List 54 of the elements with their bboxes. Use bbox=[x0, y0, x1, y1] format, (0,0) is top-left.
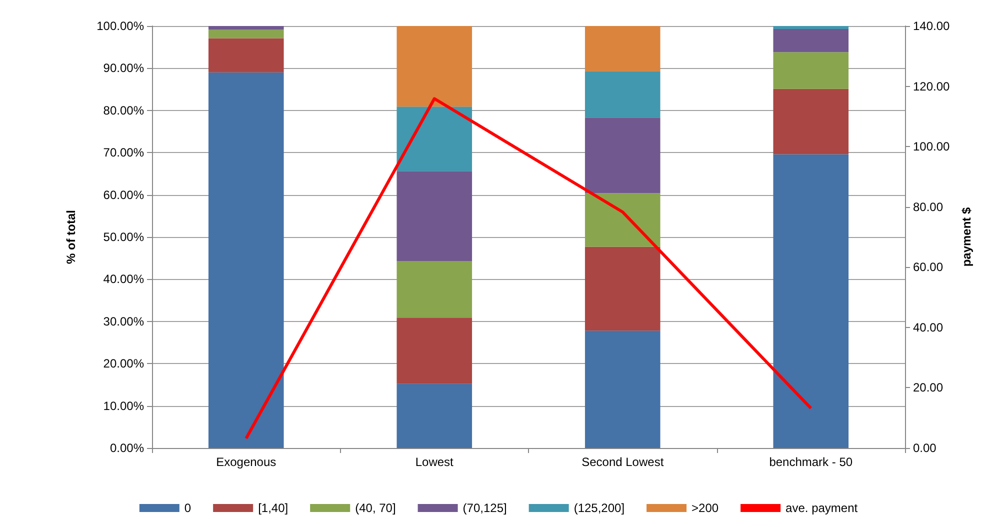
y-tick-label: 100.00% bbox=[96, 19, 144, 33]
y2-tick-label: 40.00 bbox=[913, 320, 944, 334]
bar bbox=[773, 52, 849, 89]
y-tick-label: 30.00% bbox=[103, 314, 144, 328]
bar bbox=[584, 330, 660, 448]
y2-tick-label: 60.00 bbox=[913, 260, 944, 274]
bar bbox=[584, 71, 660, 118]
y2-tick-label: 140.00 bbox=[913, 19, 950, 33]
y2-tick-label: 100.00 bbox=[913, 140, 950, 154]
legend-label: (40, 70] bbox=[355, 501, 396, 515]
bar bbox=[584, 26, 660, 72]
bar bbox=[208, 26, 284, 30]
y-tick-label: 90.00% bbox=[103, 61, 144, 76]
bar bbox=[396, 318, 472, 384]
bar bbox=[396, 171, 472, 262]
x-tick-label: Lowest bbox=[415, 455, 454, 469]
bar bbox=[773, 88, 849, 154]
bar bbox=[584, 193, 660, 247]
legend-label: ave. payment bbox=[786, 501, 858, 515]
y-tick-label: 50.00% bbox=[103, 230, 144, 244]
legend-label: (70,125] bbox=[462, 501, 507, 515]
y2-tick-label: 80.00 bbox=[913, 200, 944, 214]
y-axis-title: % of total bbox=[64, 210, 78, 264]
y-tick-label: 10.00% bbox=[103, 398, 144, 413]
line-series bbox=[244, 97, 812, 440]
y-tick-label: 40.00% bbox=[103, 272, 144, 286]
bar bbox=[773, 26, 849, 29]
y-tick-label: 70.00% bbox=[103, 146, 144, 160]
y-tick-label: 80.00% bbox=[103, 103, 144, 118]
bar bbox=[208, 38, 284, 72]
y2-tick-label: 20.00 bbox=[913, 380, 944, 395]
bar bbox=[396, 261, 472, 318]
y-tick-label: 60.00% bbox=[103, 188, 144, 202]
x-tick-label: Exogenous bbox=[216, 455, 276, 469]
y-tick-label: 0.00% bbox=[110, 441, 144, 455]
legend-label: >200 bbox=[692, 501, 719, 515]
y2-tick-label: 120.00 bbox=[913, 79, 950, 94]
x-tick-label: Second Lowest bbox=[582, 455, 664, 469]
y2-tick-label: 0.00 bbox=[913, 441, 937, 455]
bar bbox=[208, 72, 284, 448]
y-tick-label: 20.00% bbox=[103, 356, 144, 371]
bar bbox=[208, 30, 284, 38]
x-tick-label: benchmark - 50 bbox=[769, 455, 853, 469]
bar bbox=[773, 28, 849, 52]
bar bbox=[584, 246, 660, 331]
y2-axis-title: payment $ bbox=[960, 207, 974, 267]
legend-label: 0 bbox=[184, 501, 192, 515]
bar bbox=[396, 106, 472, 172]
bar bbox=[584, 118, 660, 194]
legend-label: (125,200] bbox=[574, 501, 625, 515]
bar bbox=[396, 384, 472, 448]
legend-label: [1,40] bbox=[258, 501, 288, 515]
bar bbox=[396, 26, 472, 107]
bar bbox=[773, 154, 849, 448]
